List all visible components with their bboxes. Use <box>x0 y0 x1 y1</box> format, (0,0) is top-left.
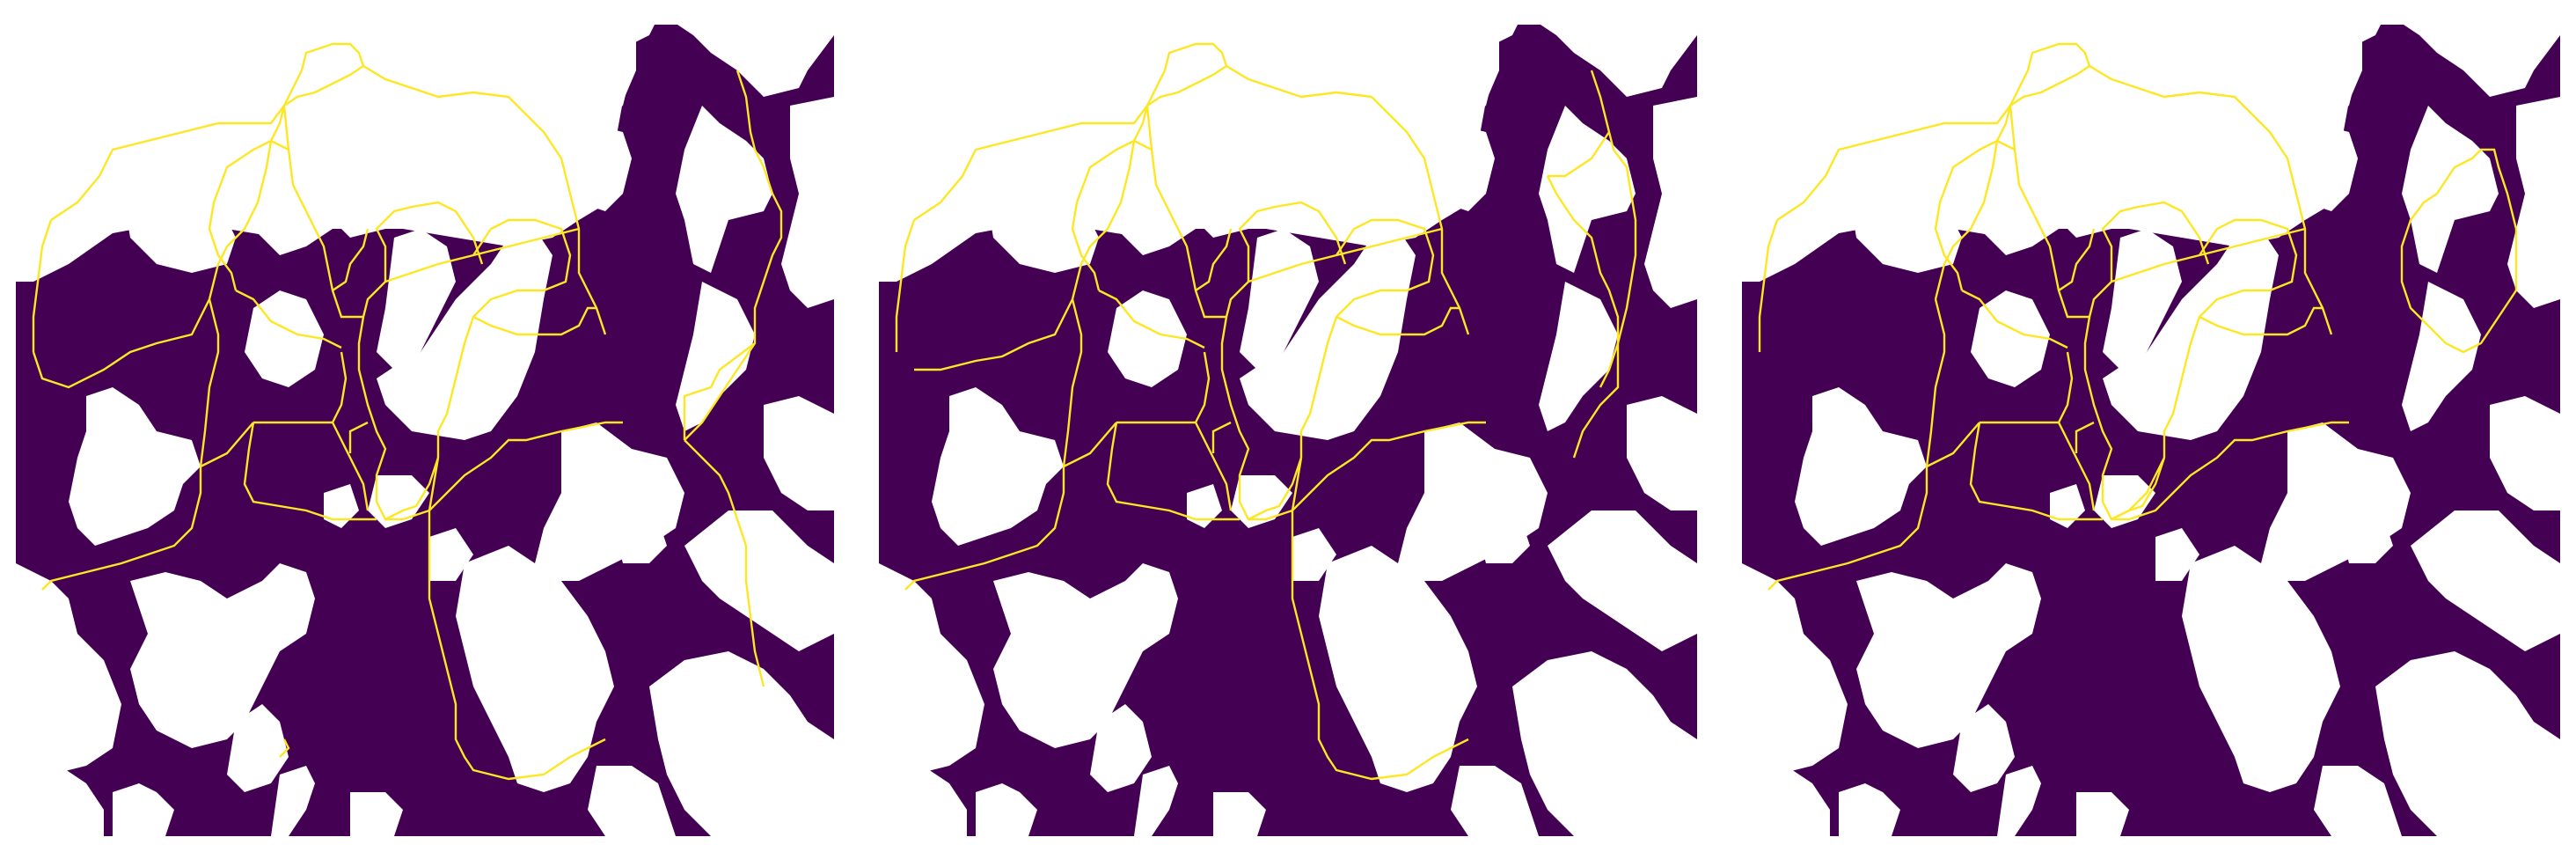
panel-2 <box>879 18 1697 836</box>
panel-3 <box>1742 18 2560 836</box>
panel-1 <box>16 18 834 836</box>
panel-1-image <box>16 18 834 836</box>
panel-3-image <box>1742 18 2560 836</box>
panel-2-image <box>879 18 1697 836</box>
